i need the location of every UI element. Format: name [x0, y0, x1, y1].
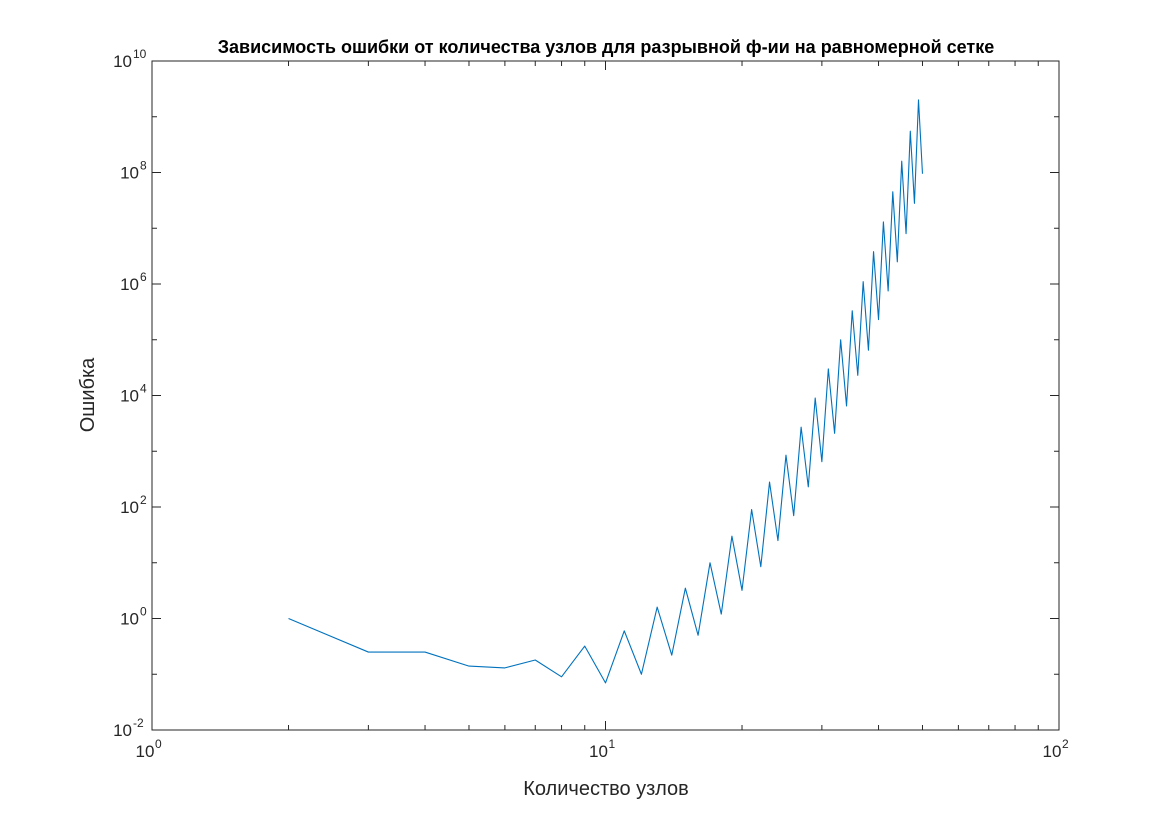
y-tick-label-exp: 6	[140, 270, 147, 284]
y-tick-label: 10 2	[120, 493, 147, 517]
y-tick-label: 10 10	[113, 47, 147, 71]
y-tick-label-base: 10	[120, 275, 139, 294]
y-tick-label-base: 10	[113, 52, 132, 71]
minor-ticks	[152, 61, 1059, 730]
y-tick-label: 10 0	[120, 605, 147, 629]
y-tick-label: 10 -2	[113, 716, 144, 740]
y-tick-label-exp: 0	[140, 605, 147, 619]
y-axis-label: Ошибка	[77, 357, 99, 432]
axes-box	[151, 60, 1060, 731]
y-tick-label-base: 10	[113, 721, 132, 740]
x-tick-label-base: 10	[589, 742, 608, 761]
series-line	[288, 99, 924, 684]
y-tick-label: 10 4	[120, 382, 147, 406]
x-tick-labels: 10 0 10 1 10 2	[136, 737, 1069, 761]
x-tick-label-base: 10	[136, 742, 155, 761]
y-tick-label-base: 10	[120, 164, 139, 183]
y-tick-label-exp: -2	[133, 716, 144, 730]
x-tick-label-base: 10	[1043, 742, 1062, 761]
x-tick-label: 10 2	[1043, 737, 1069, 761]
y-tick-label: 10 6	[120, 270, 147, 294]
y-tick-label: 10 8	[120, 159, 147, 183]
y-tick-label-exp: 2	[140, 493, 147, 507]
x-tick-label: 10 0	[136, 737, 162, 761]
major-ticks	[151, 60, 1060, 731]
x-axis-label: Количество узлов	[523, 778, 689, 800]
y-tick-label-exp: 8	[140, 159, 147, 173]
x-tick-label-exp: 0	[155, 737, 162, 751]
x-tick-label-exp: 2	[1062, 737, 1069, 751]
y-tick-label-base: 10	[120, 610, 139, 629]
y-tick-label-exp: 10	[133, 47, 147, 61]
y-tick-label-base: 10	[120, 387, 139, 406]
x-tick-label: 10 1	[589, 737, 615, 761]
y-tick-label-base: 10	[120, 498, 139, 517]
plot-area	[152, 61, 1059, 730]
x-tick-label-exp: 1	[609, 737, 616, 751]
y-tick-label-exp: 4	[140, 382, 147, 396]
chart-title: Зависимость ошибки от количества узлов д…	[218, 37, 995, 57]
